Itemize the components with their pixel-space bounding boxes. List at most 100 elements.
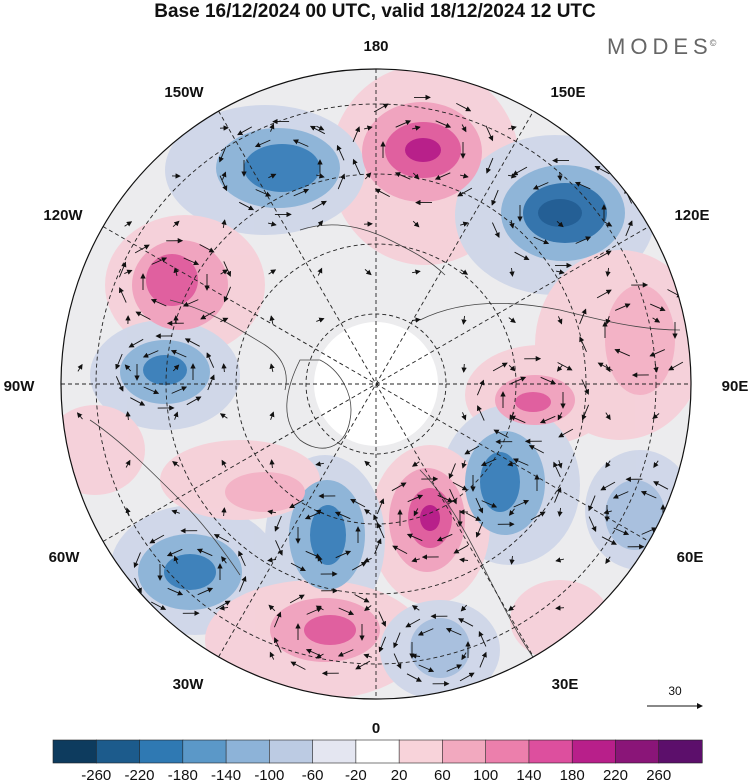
wind-arrow (459, 557, 469, 563)
wind-arrow (125, 459, 131, 468)
wind-arrow (653, 481, 669, 490)
wind-arrow (479, 651, 487, 668)
longitude-labels: 180 150E 120E 90E 60E 30E 0 30W 60W 90W … (4, 38, 749, 737)
wind-arrow (411, 653, 421, 659)
wind-arrow (417, 628, 434, 636)
wind-arrow (170, 349, 187, 358)
wind-arrow (449, 488, 457, 505)
wind-arrow (267, 509, 276, 515)
greenland-outline (286, 359, 352, 449)
wind-arrow (173, 411, 179, 420)
wind-arrow (350, 498, 366, 508)
wind-arrow (378, 636, 387, 653)
wind-arrow (376, 498, 385, 515)
wind-arrow (615, 303, 631, 311)
wind-arrow (199, 244, 215, 253)
wind-arrow (508, 605, 516, 611)
wind-arrow (316, 317, 325, 323)
wind-arrow (557, 316, 563, 325)
wind-arrow (596, 289, 612, 299)
wind-arrow (605, 460, 611, 469)
modes-logo: MODES© (607, 34, 716, 60)
wind-arrow (237, 126, 253, 136)
wind-arrow (557, 171, 563, 181)
wind-arrow (130, 397, 146, 406)
wind-arrow (652, 413, 660, 420)
brand-text: MODES (607, 34, 713, 59)
wind-arrow (167, 587, 184, 596)
wind-arrow (150, 601, 167, 610)
wind-arrow (514, 251, 530, 261)
wind-arrow (219, 413, 228, 419)
wind-arrow (411, 125, 421, 131)
wind-arrow (554, 486, 562, 503)
wind-arrow (118, 261, 127, 278)
wind-arrow (461, 124, 467, 133)
wind-arrow (124, 269, 133, 275)
wind-arrow (219, 175, 228, 192)
wind-arrow (435, 120, 452, 128)
colorbar-tick-label: 220 (603, 767, 628, 783)
wind-arrow (125, 411, 131, 421)
wind-arrow (171, 509, 180, 515)
wind-arrow (76, 412, 83, 420)
colorbar-tick-label: 140 (516, 767, 541, 783)
neg-strong-30w (310, 505, 346, 565)
colorbar-tick-label: -60 (302, 767, 324, 783)
wind-arrow (596, 250, 612, 260)
wind-arrow (509, 219, 515, 229)
wind-arrow (392, 545, 408, 554)
wind-arrow (491, 189, 499, 206)
neg-mid-60e (605, 480, 665, 550)
wind-arrow (352, 126, 360, 143)
wind-arrow (411, 317, 421, 323)
wind-arrow (694, 336, 700, 351)
wind-arrow (649, 349, 665, 357)
wind-arrow (418, 664, 435, 673)
colorbar-tick-label: 20 (391, 767, 408, 783)
wind-arrow (363, 653, 372, 659)
wind-arrow (338, 607, 355, 616)
wind-arrow (406, 673, 422, 682)
colorbar-swatch (615, 739, 660, 764)
siberia-coast (419, 303, 681, 331)
wind-arrow (317, 220, 324, 228)
neg-strong-90w (143, 355, 187, 385)
wind-arrow (575, 236, 592, 244)
wind-arrow (411, 557, 420, 563)
wind-arrow (461, 412, 467, 421)
wind-arrow (133, 552, 141, 569)
wind-arrow (309, 125, 326, 135)
wind-arrow (134, 577, 142, 594)
wind-arrow (364, 172, 372, 180)
lon-label-150e: 150E (550, 84, 585, 101)
wind-arrow (268, 269, 277, 275)
wind-arrow (335, 550, 352, 559)
wind-arrow (556, 364, 563, 372)
wind-arrow (613, 527, 630, 536)
wind-arrow (653, 460, 659, 469)
map-disk (61, 69, 700, 699)
wind-arrow (480, 458, 497, 467)
lon-label-90e: 90E (722, 378, 749, 395)
colorbar-tick-label: -20 (345, 767, 367, 783)
wind-arrow (363, 557, 372, 563)
wind-arrow (508, 173, 517, 179)
colorbar-swatch (485, 739, 530, 764)
wind-arrow (612, 491, 629, 499)
wind-arrow (200, 310, 216, 320)
meridian-150 (218, 110, 534, 658)
wind-arrow (412, 172, 420, 180)
cell-positive-60w-west (61, 405, 145, 495)
wind-arrow (315, 461, 324, 467)
wind-arrow (556, 220, 564, 228)
wind-arrow (475, 497, 484, 514)
colorbar-tick-label: -220 (125, 767, 155, 783)
pos-mid-60w (225, 472, 305, 512)
wind-arrow (557, 362, 573, 371)
wind-arrow (315, 605, 324, 611)
wind-arrow (374, 538, 382, 555)
wind-arrow (579, 308, 587, 325)
wind-arrow (464, 445, 480, 455)
brand-mark: © (709, 37, 717, 48)
